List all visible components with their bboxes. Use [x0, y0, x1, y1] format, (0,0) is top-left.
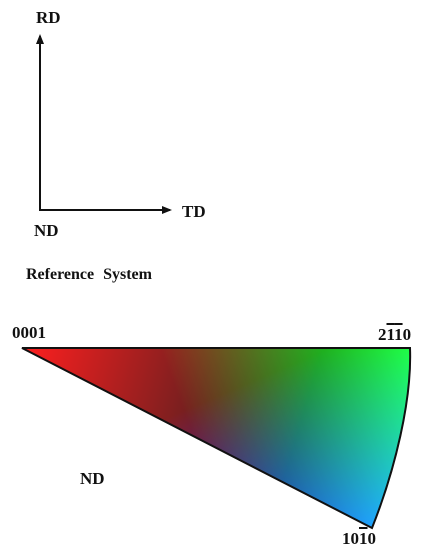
td-axis-label: TD: [182, 202, 206, 221]
ipf-triangle-outline: [21, 347, 412, 530]
ipf-projection-label: ND: [80, 469, 105, 488]
corner-label-2110-digit: 0: [402, 325, 412, 344]
corner-label-2110-digit: 1: [394, 325, 403, 344]
corner-label-1010-digit: 1: [342, 529, 351, 548]
corner-label-1010-digit: 0: [367, 529, 377, 548]
corner-label-1010: 1010: [342, 530, 376, 547]
corner-label-2110: 2110: [378, 326, 411, 343]
corner-label-1010-digit: 0: [350, 529, 360, 548]
rd-axis-label: RD: [36, 8, 61, 27]
corner-label-0001: 0001: [12, 323, 46, 342]
nd-origin-label: ND: [34, 221, 59, 240]
corner-label-2110-digit: 2: [378, 325, 387, 344]
reference-system-title: Reference System: [26, 266, 152, 283]
corner-label-1010-digit: 1: [359, 529, 368, 548]
corner-label-2110-digit: 1: [386, 325, 395, 344]
